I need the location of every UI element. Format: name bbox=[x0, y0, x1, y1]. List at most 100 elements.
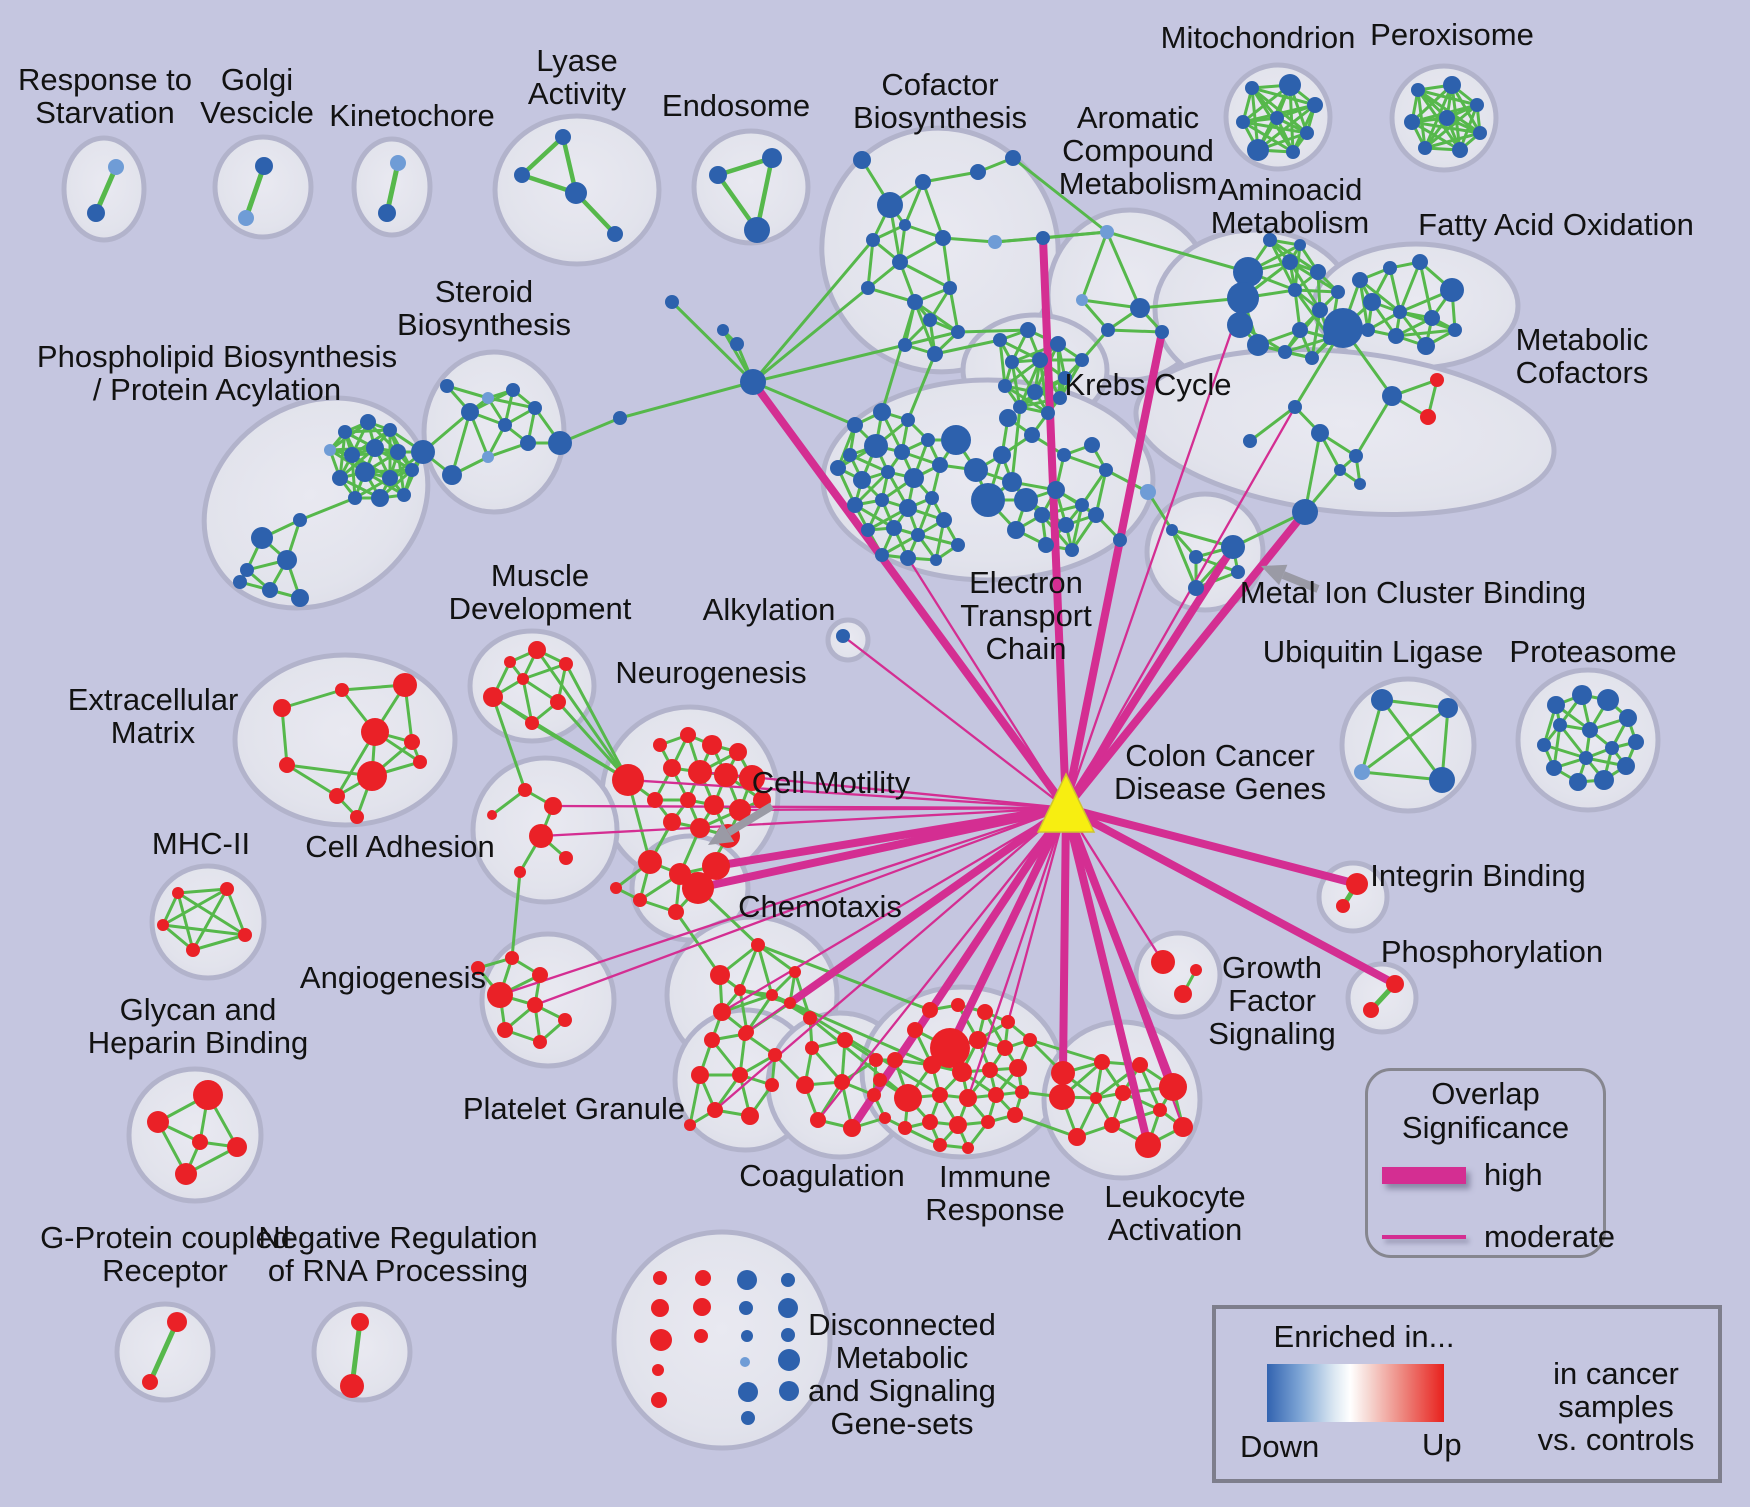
overlap-edge-moderate bbox=[966, 806, 1068, 1100]
overlap-edge-moderate bbox=[498, 806, 1068, 997]
gene-set-node bbox=[1135, 1132, 1161, 1158]
gene-set-node bbox=[1113, 533, 1127, 547]
gene-set-node bbox=[1151, 950, 1175, 974]
gene-set-node bbox=[933, 1138, 947, 1152]
gene-set-node bbox=[894, 1084, 922, 1112]
enrichment-edge bbox=[280, 688, 344, 710]
gene-set-node bbox=[702, 735, 722, 755]
enrichment-edge bbox=[450, 410, 472, 477]
gene-set-node bbox=[1418, 141, 1432, 155]
gene-set-node bbox=[366, 439, 384, 457]
enrichment-edge bbox=[751, 343, 907, 384]
enrichment-edge bbox=[1360, 698, 1384, 774]
enrichment-edge bbox=[756, 943, 774, 997]
gene-set-node bbox=[565, 182, 587, 204]
gene-set-node bbox=[1352, 272, 1368, 288]
gene-set-node bbox=[740, 1357, 750, 1367]
moderate-significance-swatch bbox=[1382, 1235, 1466, 1239]
gene-set-node bbox=[167, 1312, 187, 1332]
gene-set-node bbox=[1166, 524, 1178, 536]
enrichment-edge bbox=[161, 887, 229, 927]
gene-set-node bbox=[550, 694, 566, 710]
gene-set-node bbox=[971, 483, 1005, 517]
gene-set-node bbox=[520, 435, 536, 451]
gene-set-node bbox=[1084, 437, 1100, 453]
gene-set-node bbox=[1050, 336, 1066, 352]
gene-set-node bbox=[1076, 294, 1088, 306]
enrichment-edge bbox=[880, 300, 917, 414]
gene-set-node bbox=[528, 641, 546, 659]
gene-set-node bbox=[887, 1052, 903, 1068]
cluster-label-aromatic-compound-metabolism: Metabolism bbox=[1059, 166, 1218, 201]
gene-set-node bbox=[558, 1013, 572, 1027]
gene-set-node bbox=[329, 788, 345, 804]
gene-set-node bbox=[904, 468, 924, 488]
gene-set-node bbox=[1300, 126, 1314, 140]
gene-set-node bbox=[1412, 254, 1428, 270]
gene-set-node bbox=[647, 792, 663, 808]
gene-set-node bbox=[853, 151, 871, 169]
gene-set-node bbox=[1075, 498, 1089, 512]
gene-set-node bbox=[1065, 543, 1079, 557]
enrichment-edge bbox=[1062, 453, 1108, 472]
enrichment-edge bbox=[1241, 120, 1309, 135]
gene-set-node bbox=[969, 1031, 987, 1049]
enrichment-edge bbox=[1388, 266, 1402, 314]
gene-set-node bbox=[393, 673, 417, 697]
gene-set-node bbox=[970, 164, 986, 180]
gene-set-node bbox=[899, 219, 911, 231]
gene-set-node bbox=[1334, 464, 1346, 476]
gene-set-node bbox=[744, 217, 770, 243]
gene-set-node bbox=[861, 281, 875, 295]
enrichment-edge bbox=[1288, 83, 1295, 154]
gene-set-node bbox=[1288, 400, 1302, 414]
gene-set-node bbox=[332, 470, 348, 486]
enrichment-edge bbox=[921, 180, 945, 240]
gene-set-node bbox=[843, 1119, 861, 1137]
moderate-significance-label: moderate bbox=[1484, 1219, 1615, 1254]
gene-set-node bbox=[981, 1115, 995, 1129]
cluster-label-phospholipid-biosynthesis: / Protein Acylation bbox=[93, 372, 341, 407]
enrichment-edge bbox=[745, 993, 774, 1034]
cluster-label-immune-response: Immune bbox=[939, 1159, 1051, 1194]
gene-set-node bbox=[778, 1298, 798, 1318]
gene-set-node bbox=[340, 1374, 364, 1398]
cluster-label-aminoacid-metabolism: Metabolism bbox=[1211, 205, 1370, 240]
gene-set-node bbox=[1227, 312, 1253, 338]
gene-set-node bbox=[836, 629, 850, 643]
cluster-label-response-starvation: Starvation bbox=[35, 95, 175, 130]
gene-set-node bbox=[514, 167, 530, 183]
gene-set-node bbox=[781, 1273, 795, 1287]
gene-set-node bbox=[1014, 488, 1038, 512]
enrichment-edge bbox=[556, 700, 630, 782]
gene-set-node bbox=[789, 966, 801, 978]
gene-set-node bbox=[867, 1088, 881, 1102]
overlap-edge-high bbox=[712, 804, 1070, 870]
cluster-label-cell-adhesion: Cell Adhesion bbox=[305, 829, 495, 864]
cluster-label-aromatic-compound-metabolism: Aromatic bbox=[1077, 100, 1199, 135]
gene-set-node bbox=[1546, 760, 1562, 776]
gene-set-node bbox=[691, 1066, 709, 1084]
cluster-label-growth-factor-signaling: Growth bbox=[1222, 950, 1322, 985]
enrichment-edge bbox=[1303, 431, 1322, 514]
gene-set-node bbox=[142, 1374, 158, 1390]
cluster-label-aminoacid-metabolism: Aminoacid bbox=[1218, 172, 1363, 207]
enrichment-edge bbox=[161, 923, 247, 937]
gene-set-node bbox=[238, 928, 252, 942]
enrichment-edge bbox=[147, 1319, 180, 1385]
gene-set-node bbox=[768, 1048, 782, 1062]
gene-set-node bbox=[1053, 391, 1067, 405]
gene-set-node bbox=[544, 797, 562, 815]
gene-set-node bbox=[371, 489, 389, 507]
overlap-edge-moderate bbox=[841, 634, 1068, 810]
gene-set-node bbox=[993, 333, 1007, 347]
enrichment-edge bbox=[1283, 336, 1332, 354]
gene-set-node bbox=[1386, 975, 1404, 993]
gene-set-node bbox=[482, 392, 494, 404]
gene-set-node bbox=[1279, 74, 1301, 96]
cluster-label-response-starvation: Response to bbox=[18, 62, 192, 97]
gene-set-node bbox=[1015, 1085, 1029, 1099]
enrichment-edge bbox=[948, 286, 960, 334]
enrichment-edge bbox=[1410, 83, 1454, 124]
gene-set-node bbox=[1243, 434, 1257, 448]
